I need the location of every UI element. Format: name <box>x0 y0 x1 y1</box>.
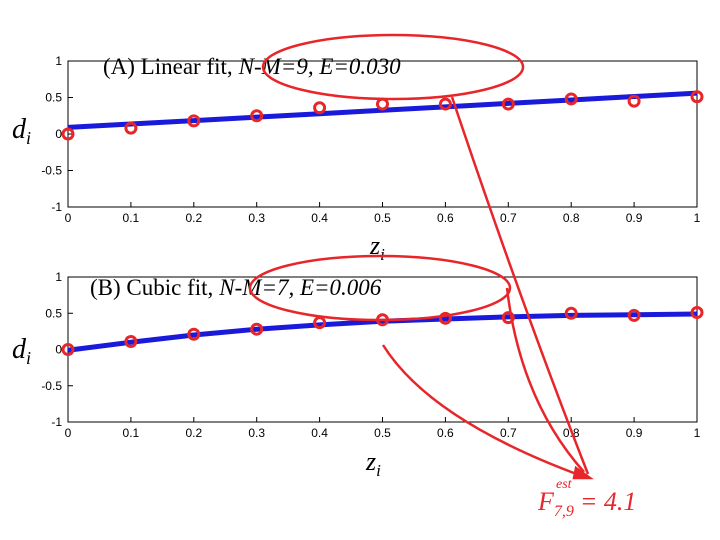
arrow-a <box>450 96 590 475</box>
data-point <box>61 127 75 141</box>
data-point <box>187 327 201 341</box>
arrow-b <box>505 287 585 473</box>
data-point <box>250 322 264 336</box>
y-label-sub: i <box>26 348 31 368</box>
x-tick-label: 0.9 <box>626 211 643 225</box>
x-tick-label: 1 <box>694 426 701 440</box>
data-point <box>627 308 641 322</box>
x-tick-label: 0.2 <box>185 211 202 225</box>
x-tick-label: 0.1 <box>123 426 140 440</box>
data-point <box>376 97 389 111</box>
x-tick-label: 1 <box>694 211 701 225</box>
y-label: di <box>12 334 31 368</box>
plot-frame <box>67 60 698 208</box>
arrow-head <box>572 465 594 480</box>
x-tick-label: 0 <box>65 426 72 440</box>
chart: -1 -0.5 0 0.5 1 0 0.1 0.2 0.3 0.4 0.5 0.6 0.7 0.8 0.9 1… <box>12 54 704 264</box>
y-tick-label: -0.5 <box>41 164 62 178</box>
data-point <box>313 101 327 115</box>
y-label: di <box>12 114 31 148</box>
chart: -1-0.500.510 0.1 0.2 0.3 0.4 0.5 0.6 0.7 0.8 0.9 1… <box>12 270 704 480</box>
charts: -1 -0.5 0 0.5 1 0 0.1 0.2 0.3 0.4 0.5 0.6 0.7 0.8 0.9 1… <box>12 54 704 480</box>
y-label-main: d <box>12 114 27 145</box>
annotation: est F7,9 = 4.1 <box>537 477 636 520</box>
title-italic: N-M=7, E=0.006 <box>218 275 381 300</box>
arrows <box>248 33 594 480</box>
data-point <box>124 335 138 349</box>
data-point <box>501 311 515 325</box>
x-label-main: z <box>365 447 376 476</box>
title-plain: (B) Cubic fit, <box>90 275 213 300</box>
x-tick-label: 0 <box>65 211 72 225</box>
data-point <box>250 109 264 123</box>
x-tick-label: 0.9 <box>626 426 643 440</box>
x-tick-label: 0.4 <box>311 426 328 440</box>
x-label-sub: i <box>380 245 385 264</box>
data-point <box>690 306 704 320</box>
data-point <box>187 114 201 128</box>
x-tick-label: 0.6 <box>437 211 454 225</box>
x-label-sub: i <box>376 461 381 480</box>
y-tick-label: -1 <box>51 415 62 429</box>
y-label-sub: i <box>26 128 31 148</box>
y-tick-label: 0.5 <box>45 91 62 105</box>
f-stat: F7,9 = 4.1 <box>537 487 636 520</box>
x-tick-label: 0.4 <box>311 211 328 225</box>
data-point <box>438 311 452 325</box>
chart-title: (A) Linear fit, N-M=9, E=0.030 <box>103 54 401 79</box>
y-tick-label: 0 <box>55 343 62 357</box>
x-tick-label: 0.3 <box>248 426 265 440</box>
y-tick-label: 0.5 <box>45 306 62 320</box>
x-tick-label: 0.5 <box>374 426 391 440</box>
title-plain: (A) Linear fit, <box>103 54 233 79</box>
ellipse-a <box>261 33 525 101</box>
data-point <box>564 92 578 106</box>
est-sup: est <box>556 477 573 492</box>
y-tick-label: -1 <box>51 200 62 214</box>
data-point <box>690 90 704 104</box>
x-tick-label: 0.8 <box>563 211 580 225</box>
data-point <box>501 97 515 111</box>
y-tick-label: 1 <box>55 270 62 284</box>
x-tick-label: 0.3 <box>248 211 265 225</box>
f-main: F <box>537 487 555 516</box>
arrow-c <box>381 344 583 478</box>
x-label-main: z <box>369 231 380 260</box>
x-tick-label: 0.6 <box>437 426 454 440</box>
x-tick-label: 0.1 <box>123 211 140 225</box>
x-tick-label: 0.7 <box>500 211 517 225</box>
title-italic: N-M=9, E=0.030 <box>238 54 401 79</box>
x-tick-label: 0.7 <box>500 426 517 440</box>
x-label: zi <box>365 447 381 480</box>
y-tick-label: 1 <box>55 54 62 68</box>
ellipse-b <box>248 254 512 322</box>
data-point <box>124 121 138 135</box>
x-tick-label: 0.2 <box>185 426 202 440</box>
f-sub: 7,9 <box>554 503 574 520</box>
x-label: zi <box>369 231 385 264</box>
data-point <box>438 97 452 111</box>
data-point <box>627 94 641 108</box>
y-tick-label: -0.5 <box>41 379 62 393</box>
x-tick-label: 0.5 <box>374 211 391 225</box>
y-label-main: d <box>12 334 27 365</box>
data-point <box>61 343 75 356</box>
data-point <box>564 306 578 320</box>
chart-title: (B) Cubic fit, N-M=7, E=0.006 <box>90 275 382 300</box>
y-tick-label: 0 <box>55 127 62 141</box>
f-rest: = 4.1 <box>580 487 637 516</box>
